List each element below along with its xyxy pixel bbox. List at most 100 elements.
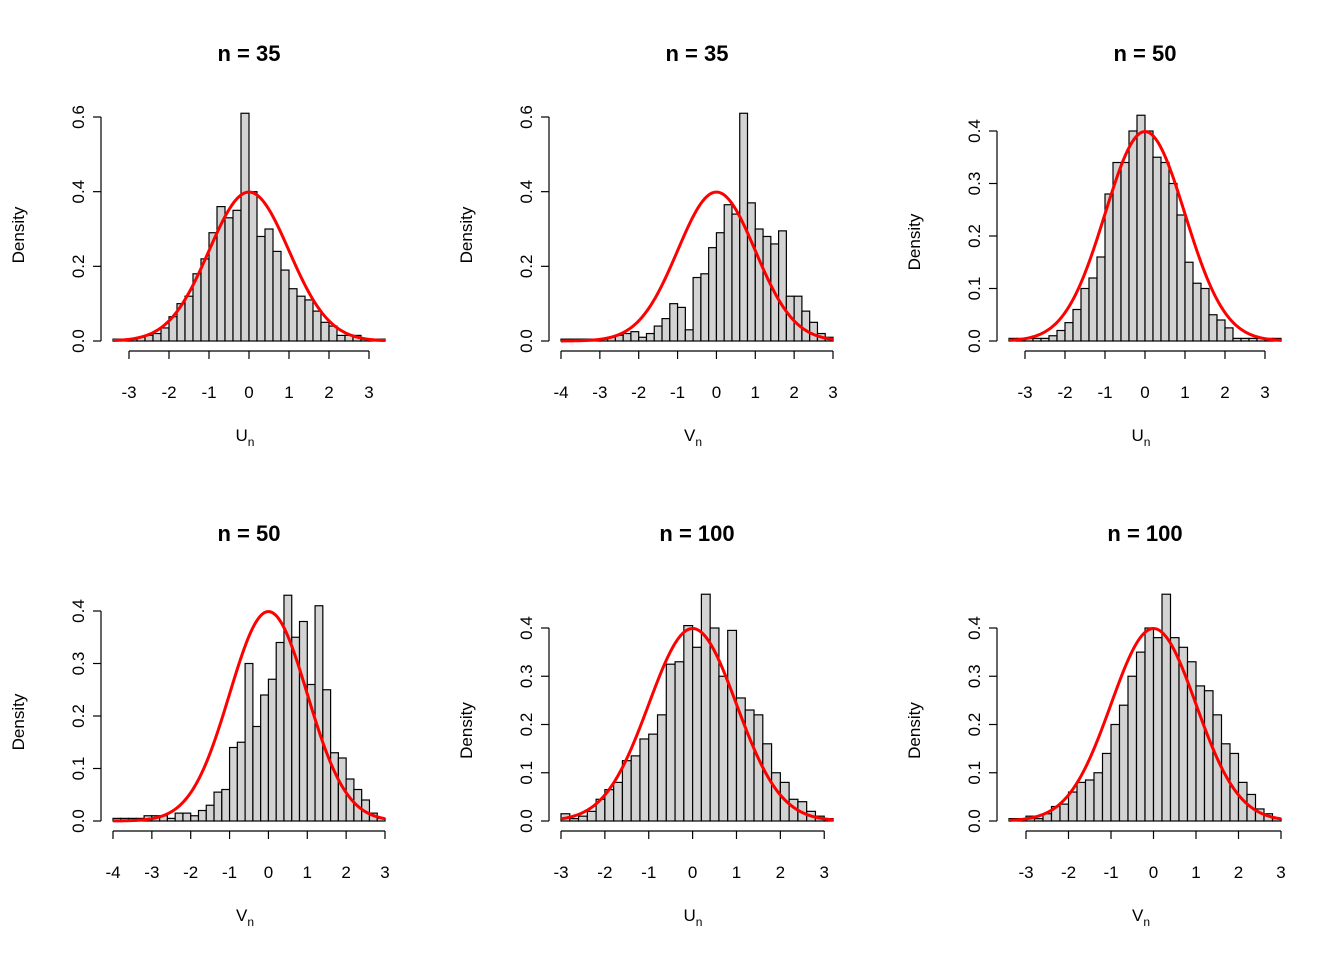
histogram-bar <box>160 327 170 342</box>
panel-title: n = 35 <box>218 41 281 66</box>
histogram-bar <box>700 273 710 342</box>
histogram-bar <box>630 331 640 342</box>
histogram-bar <box>1160 161 1170 342</box>
histogram-bar <box>793 295 803 342</box>
histogram-bar <box>1048 335 1058 342</box>
x-tick-label: -2 <box>183 863 198 882</box>
histogram-bar <box>1032 337 1042 342</box>
histogram-bar <box>1144 130 1154 342</box>
x-tick-label: -3 <box>592 383 607 402</box>
histogram-bar <box>1056 329 1066 342</box>
x-tick-label: 0 <box>264 863 273 882</box>
y-axis-label: Density <box>905 702 924 759</box>
x-axis-label: Un <box>684 906 703 929</box>
histogram-bar <box>684 329 694 342</box>
panel-title: n = 35 <box>666 41 729 66</box>
histogram-bar <box>669 303 679 342</box>
histogram-bar <box>312 310 322 342</box>
x-tick-label: 1 <box>1180 383 1189 402</box>
histogram-bar <box>762 235 772 342</box>
histogram-bar <box>1144 627 1155 822</box>
histogram-bar <box>1232 337 1242 342</box>
histogram-bar <box>1224 327 1234 342</box>
histogram-bar <box>801 310 811 342</box>
x-tick-label: 0 <box>712 383 721 402</box>
x-tick-label: 3 <box>1276 863 1285 882</box>
y-tick-label: 0.2 <box>517 713 536 737</box>
histogram-bar <box>692 276 702 342</box>
histogram-bar <box>174 812 184 822</box>
histogram-bar <box>240 112 250 342</box>
histogram-bar <box>777 230 787 342</box>
histogram-bar <box>1120 161 1130 342</box>
histogram-bar <box>1076 781 1087 822</box>
y-tick-label: 0.0 <box>517 809 536 833</box>
histogram-bar <box>1080 287 1090 342</box>
histogram-panel-6: n = 100 -3 -2 -1 0 1 2 3 Vn 0.0 0.1 0.2 0.3 0.4 Densit… <box>905 521 1286 929</box>
histogram-bar <box>304 299 314 342</box>
x-tick-label: -4 <box>105 863 120 882</box>
x-tick-label: -2 <box>631 383 646 402</box>
histogram-bar <box>723 204 733 342</box>
y-axis-label: Density <box>905 213 924 270</box>
histogram-bar <box>692 646 702 822</box>
histogram-panel-2: n = 35 -4 -3 -2 -1 0 1 2 3 Vn 0.0 0.2 0.4 0.6 Density <box>457 41 838 449</box>
histogram-bar <box>674 661 685 822</box>
histogram-bar <box>1135 651 1146 822</box>
histogram-bar <box>228 746 238 822</box>
histogram-bar <box>224 217 234 342</box>
histogram-bar <box>630 755 641 822</box>
x-tick-label: -3 <box>553 863 568 882</box>
x-tick-label: 1 <box>751 383 760 402</box>
y-axis-label: Density <box>9 693 28 750</box>
x-tick-label: -1 <box>201 383 216 402</box>
histogram-bar <box>184 295 194 342</box>
y-tick-label: 0.2 <box>69 255 88 279</box>
x-tick-label: -2 <box>161 383 176 402</box>
histogram-bar <box>754 228 764 342</box>
panel-title: n = 100 <box>1107 521 1182 546</box>
normal-density-curve <box>1008 130 1282 342</box>
histogram-bar <box>232 209 242 342</box>
y-tick-label: 0.1 <box>517 761 536 785</box>
y-tick-label: 0.4 <box>965 119 984 143</box>
histogram-bar <box>275 641 285 822</box>
histogram-bar <box>1127 675 1138 822</box>
histogram-bar <box>746 202 756 342</box>
y-tick-label: 0.4 <box>69 180 88 204</box>
histogram-bar <box>770 772 781 822</box>
histogram-bar <box>1040 337 1050 342</box>
histogram-bar <box>336 334 346 342</box>
panel-title: n = 100 <box>659 521 734 546</box>
histogram-panel-1: n = 35 -3 -2 -1 0 1 2 3 Un 0.0 0.2 0.4 0.6 Density <box>9 41 386 449</box>
histogram-bar <box>708 247 718 342</box>
histogram-bar <box>280 269 290 342</box>
histogram-bar <box>272 250 282 342</box>
panel-title: n = 50 <box>218 521 281 546</box>
histogram-bar <box>638 336 648 342</box>
x-tick-label: 2 <box>1234 863 1243 882</box>
normal-density-curve <box>1008 627 1282 822</box>
histogram-bar <box>613 781 624 822</box>
x-tick-label: 2 <box>776 863 785 882</box>
histogram-bar <box>288 288 298 342</box>
y-axis-label: Density <box>457 702 476 759</box>
y-tick-label: 0.3 <box>965 664 984 688</box>
normal-density-curve <box>560 627 834 822</box>
histogram-bar <box>166 817 176 822</box>
histogram-bar <box>314 605 324 822</box>
histogram-bar <box>1096 256 1106 342</box>
histogram-bar <box>1169 637 1180 822</box>
histogram-bar <box>1084 779 1095 822</box>
histogram-bar <box>1104 193 1114 342</box>
histogram-bar <box>190 815 200 822</box>
histogram-bar <box>645 332 655 342</box>
y-tick-label: 0.6 <box>517 105 536 129</box>
x-tick-label: -1 <box>222 863 237 882</box>
histogram-bar <box>1059 803 1070 822</box>
histogram-bar <box>1072 308 1082 342</box>
histogram-bar <box>661 318 671 342</box>
histogram-bar <box>264 228 274 342</box>
histogram-bar <box>244 662 254 822</box>
